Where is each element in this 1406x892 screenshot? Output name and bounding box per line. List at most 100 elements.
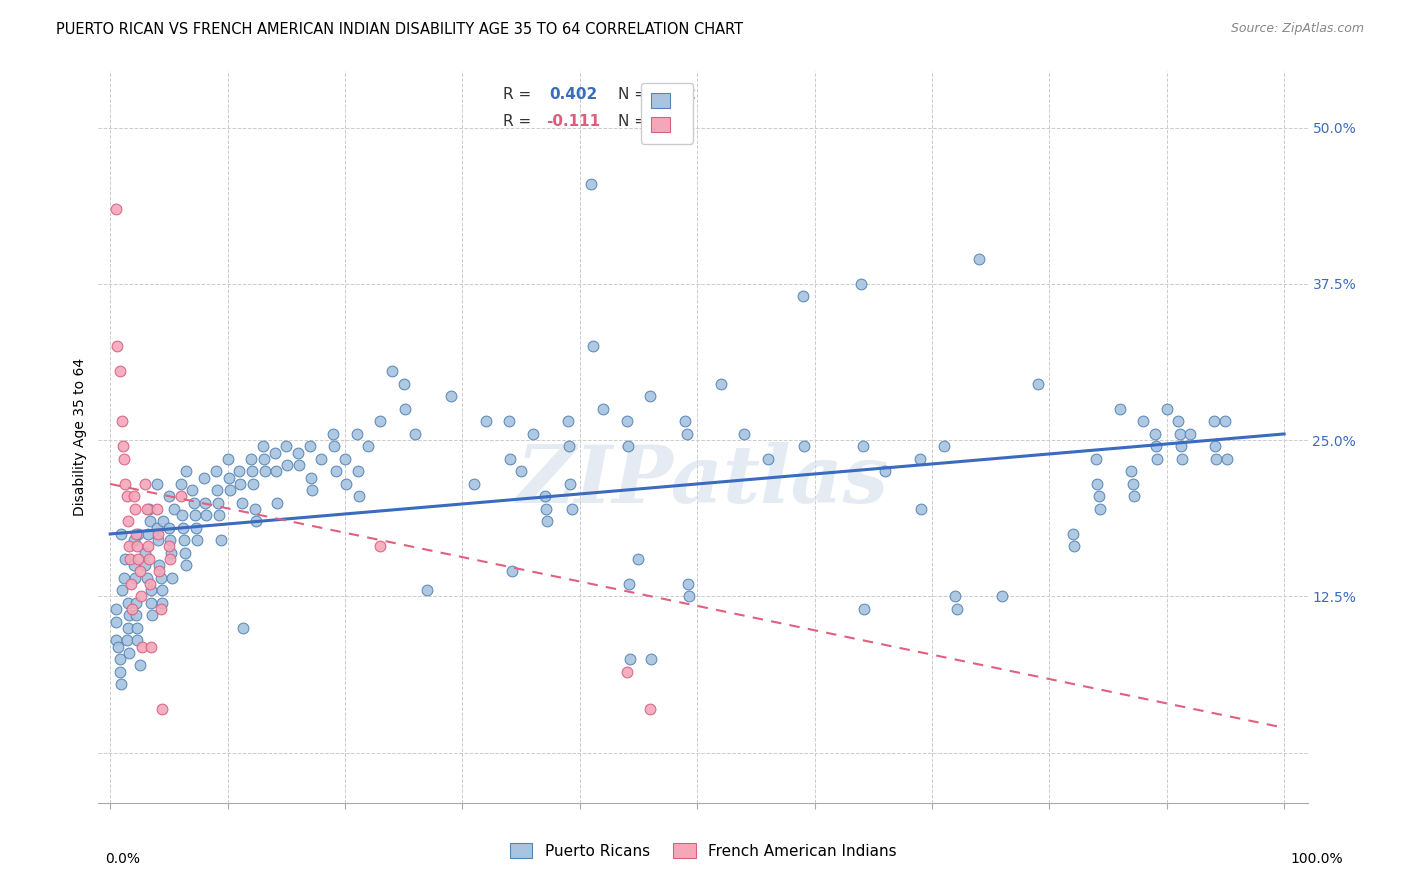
Point xyxy=(108,364,131,378)
Point xyxy=(194,496,217,510)
Point xyxy=(125,527,148,541)
Point xyxy=(117,596,139,610)
Point xyxy=(148,527,170,541)
Point xyxy=(616,665,638,679)
Point xyxy=(1121,465,1143,479)
Point xyxy=(183,508,205,523)
Point xyxy=(533,490,555,504)
Point xyxy=(232,621,254,635)
Point xyxy=(1180,426,1202,441)
Point xyxy=(1167,414,1189,428)
Point xyxy=(368,414,391,428)
Point xyxy=(157,521,180,535)
Point xyxy=(1122,490,1144,504)
Point xyxy=(1143,426,1166,441)
Point xyxy=(115,490,138,504)
Point xyxy=(991,590,1014,604)
Point xyxy=(115,633,138,648)
Point xyxy=(675,426,697,441)
Point xyxy=(617,440,640,454)
Point xyxy=(560,477,582,491)
Point xyxy=(498,414,520,428)
Point xyxy=(141,608,163,623)
Point xyxy=(1087,490,1109,504)
Point xyxy=(127,633,149,648)
Point xyxy=(117,621,139,635)
Point xyxy=(404,426,426,441)
Point xyxy=(136,527,159,541)
Point xyxy=(263,446,285,460)
Point xyxy=(1063,540,1085,554)
Point xyxy=(335,477,357,491)
Point xyxy=(218,471,240,485)
Point xyxy=(127,540,149,554)
Point xyxy=(174,546,197,560)
Point xyxy=(176,558,198,573)
Point xyxy=(1085,452,1108,467)
Point xyxy=(678,590,700,604)
Point xyxy=(617,577,640,591)
Point xyxy=(231,496,253,510)
Point xyxy=(581,177,603,191)
Point xyxy=(560,502,582,516)
Point xyxy=(127,621,149,635)
Point xyxy=(325,465,347,479)
Point xyxy=(139,577,162,591)
Point xyxy=(118,608,141,623)
Point xyxy=(120,552,142,566)
Point xyxy=(792,289,814,303)
Point xyxy=(118,540,141,554)
Point xyxy=(1204,440,1226,454)
Point xyxy=(908,452,931,467)
Point xyxy=(276,440,298,454)
Legend: , : , xyxy=(641,83,693,144)
Point xyxy=(676,577,699,591)
Point xyxy=(301,483,323,498)
Point xyxy=(141,596,163,610)
Y-axis label: Disability Age 35 to 64: Disability Age 35 to 64 xyxy=(73,358,87,516)
Point xyxy=(616,414,638,428)
Point xyxy=(150,596,173,610)
Point xyxy=(169,477,191,491)
Point xyxy=(1108,401,1130,416)
Point xyxy=(1026,376,1049,391)
Point xyxy=(242,477,264,491)
Point xyxy=(733,426,755,441)
Point xyxy=(710,376,733,391)
Point xyxy=(128,658,150,673)
Point xyxy=(110,527,132,541)
Point xyxy=(169,490,191,504)
Point xyxy=(114,477,136,491)
Text: ZIPatlas: ZIPatlas xyxy=(517,442,889,520)
Point xyxy=(873,465,896,479)
Point xyxy=(134,558,156,573)
Point xyxy=(162,571,184,585)
Point xyxy=(121,602,143,616)
Point xyxy=(229,477,252,491)
Point xyxy=(138,502,160,516)
Text: PUERTO RICAN VS FRENCH AMERICAN INDIAN DISABILITY AGE 35 TO 64 CORRELATION CHART: PUERTO RICAN VS FRENCH AMERICAN INDIAN D… xyxy=(56,22,744,37)
Point xyxy=(852,602,875,616)
Point xyxy=(1215,414,1237,428)
Point xyxy=(756,452,779,467)
Point xyxy=(627,552,650,566)
Point xyxy=(157,490,180,504)
Point xyxy=(122,490,145,504)
Point xyxy=(347,490,370,504)
Point xyxy=(439,389,461,403)
Point xyxy=(139,515,162,529)
Point xyxy=(205,483,228,498)
Point xyxy=(162,502,184,516)
Point xyxy=(673,414,696,428)
Point xyxy=(243,502,266,516)
Point xyxy=(111,583,134,598)
Point xyxy=(346,426,368,441)
Point xyxy=(195,508,218,523)
Point xyxy=(1171,452,1194,467)
Point xyxy=(149,571,172,585)
Point xyxy=(176,465,198,479)
Point xyxy=(112,571,135,585)
Point xyxy=(129,590,152,604)
Point xyxy=(253,452,276,467)
Point xyxy=(125,608,148,623)
